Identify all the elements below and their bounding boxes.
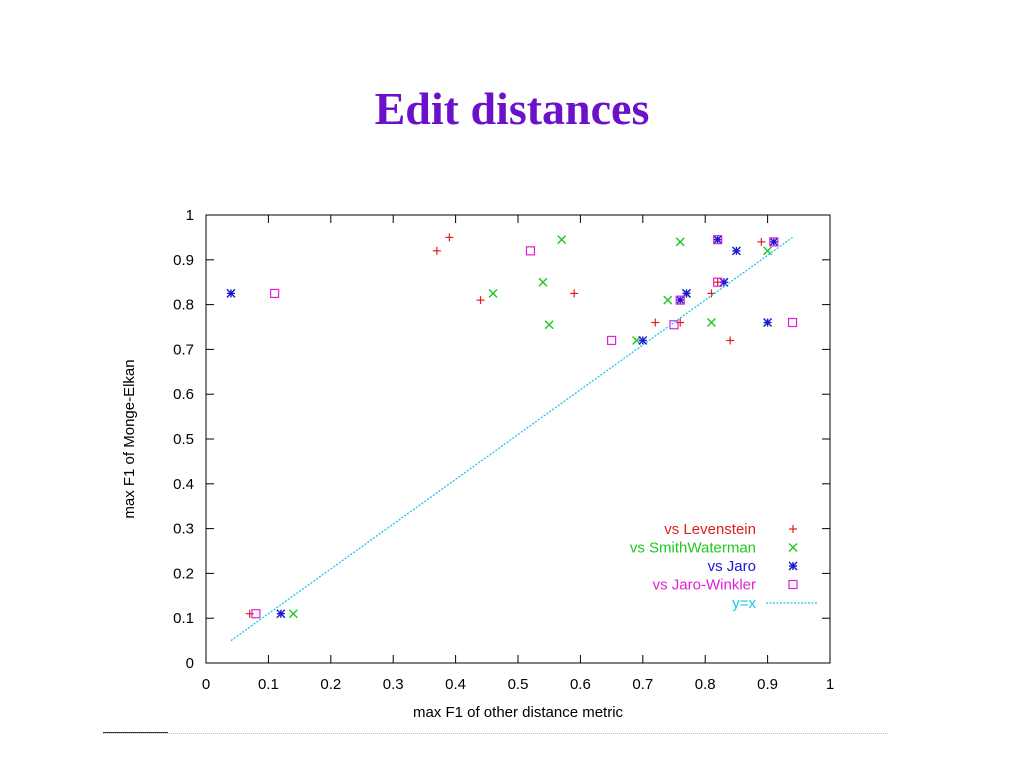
legend-swatch [789, 525, 797, 533]
x-tick-label: 0.4 [445, 676, 466, 693]
y-tick-label: 0.2 [173, 565, 194, 582]
x-tick-label: 0.3 [383, 676, 404, 693]
data-point [731, 246, 741, 256]
x-tick-label: 1 [826, 676, 834, 693]
data-point [276, 609, 286, 619]
data-point [638, 335, 648, 345]
y-axis-label: max F1 of Monge-Elkan [121, 359, 138, 518]
legend-label: vs SmithWaterman [630, 540, 756, 557]
data-point [538, 277, 548, 287]
slide-title: Edit distances [374, 83, 650, 134]
data-point [787, 317, 798, 328]
x-tick-label: 0.7 [632, 676, 653, 693]
legend-swatch [788, 543, 798, 552]
data-point [707, 289, 716, 298]
legend-swatch [788, 561, 798, 571]
data-point [675, 237, 685, 247]
y-tick-label: 0.7 [173, 341, 194, 358]
legend-label: vs Levenstein [664, 521, 756, 538]
data-point [226, 288, 236, 298]
data-point [769, 237, 779, 247]
data-point [270, 288, 280, 298]
data-point [663, 295, 673, 305]
data-point [570, 289, 579, 298]
data-point [445, 233, 454, 242]
data-point [726, 336, 735, 345]
x-tick-label: 0.2 [320, 676, 341, 693]
y-tick-label: 0.3 [173, 521, 194, 538]
footer-rule-solid [103, 732, 168, 733]
y-tick-label: 0 [186, 655, 194, 672]
y-tick-label: 0.5 [173, 431, 194, 448]
data-point [713, 235, 723, 245]
data-point [525, 246, 536, 256]
x-tick-label: 0.1 [258, 676, 279, 693]
data-point [713, 277, 723, 287]
data-point [763, 318, 773, 328]
data-point [769, 237, 779, 247]
y-tick-label: 0.1 [173, 610, 194, 627]
data-point [557, 235, 567, 245]
data-point [713, 235, 723, 245]
data-point [288, 609, 298, 619]
y-tick-label: 0.9 [173, 252, 194, 269]
x-tick-label: 0.9 [757, 676, 778, 693]
series-vs-smithwaterman [288, 235, 773, 619]
data-point [488, 288, 498, 298]
data-point [606, 335, 617, 346]
y-tick-label: 0.6 [173, 386, 194, 403]
data-point [763, 246, 773, 256]
y-tick-label: 0.8 [173, 297, 194, 314]
data-point [757, 237, 766, 246]
data-point [706, 318, 716, 328]
y-tick-label: 1 [186, 207, 194, 224]
footer-rule-dotted [103, 733, 888, 734]
legend-label: y=x [732, 595, 756, 612]
series-vs-levenstein [245, 233, 766, 618]
y-tick-label: 0.4 [173, 476, 194, 493]
x-tick-label: 0.8 [695, 676, 716, 693]
data-point [432, 246, 441, 255]
data-point [675, 295, 685, 305]
x-tick-label: 0.5 [508, 676, 529, 693]
x-tick-label: 0 [202, 676, 210, 693]
x-tick-label: 0.6 [570, 676, 591, 693]
legend-label: vs Jaro-Winkler [653, 577, 756, 594]
legend-swatch [788, 579, 798, 590]
series-vs-jaro [226, 235, 779, 619]
series-vs-jaro-winkler [251, 235, 798, 619]
legend-label: vs Jaro [708, 558, 756, 575]
x-axis-label: max F1 of other distance metric [413, 704, 624, 721]
data-point [544, 320, 554, 330]
data-point [651, 318, 660, 327]
data-point [476, 296, 485, 305]
data-point [251, 609, 261, 619]
